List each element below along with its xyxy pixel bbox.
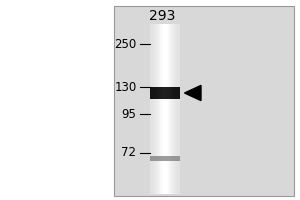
Text: 95: 95 (122, 108, 136, 120)
Polygon shape (184, 85, 201, 101)
Text: 72: 72 (122, 146, 136, 160)
Bar (114, 6, 294, 196)
Text: 250: 250 (114, 38, 136, 50)
Text: 293: 293 (149, 9, 175, 23)
Text: 130: 130 (114, 81, 136, 94)
